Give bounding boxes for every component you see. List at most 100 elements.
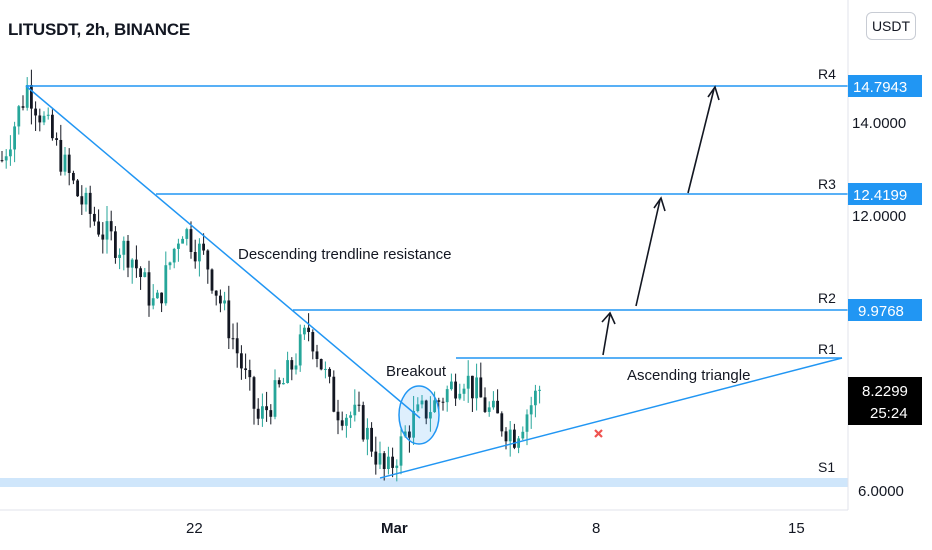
annotation-descending-trendline: Descending trendline resistance [238, 246, 451, 263]
candle-body [101, 234, 105, 240]
candle-body [21, 106, 25, 108]
candle-body [206, 250, 210, 270]
candle-body [67, 154, 71, 173]
candle-body [370, 427, 373, 452]
candle-body [538, 389, 541, 391]
candle-body [51, 114, 54, 139]
candle-body [261, 406, 264, 419]
y-tick-6: 6.0000 [858, 483, 904, 500]
candle-body [416, 404, 420, 412]
projection-arrow-2-head [653, 196, 666, 212]
bar-countdown: 25:24 [870, 405, 908, 422]
candle-body [202, 243, 205, 251]
candle-body [399, 436, 403, 466]
candle-body [168, 262, 172, 266]
candle-body [156, 292, 159, 299]
candle-body [382, 453, 386, 469]
candle-body [63, 154, 67, 172]
x-tick-mar: Mar [381, 520, 408, 537]
current-price-value: 8.2299 [862, 383, 908, 400]
candle-body [143, 272, 147, 278]
candle-body [282, 383, 285, 385]
candle-body [147, 272, 151, 306]
ascending-trendline [379, 357, 843, 479]
candle-body [219, 295, 222, 304]
candle-body [290, 360, 294, 370]
candle-body [529, 405, 533, 415]
candle-body [420, 400, 424, 405]
candle-body [248, 370, 252, 378]
candle-body [504, 431, 508, 442]
candle-body [445, 389, 449, 403]
candle-body [403, 431, 407, 437]
candle-body [353, 404, 357, 416]
candle-body [76, 180, 79, 197]
level-label-r1: R1 [818, 341, 836, 357]
candle-body [164, 265, 168, 304]
annotation-ascending-triangle: Ascending triangle [627, 367, 750, 384]
candle-body [160, 292, 163, 304]
candle-body [500, 413, 504, 432]
candle-body [198, 243, 201, 262]
candle-body [340, 420, 344, 426]
candle-body [433, 400, 436, 413]
candle-body [361, 405, 365, 440]
projection-arrow-3-head [707, 85, 720, 101]
x-tick-22: 22 [186, 520, 203, 537]
candle-body [55, 138, 58, 140]
candle-body [496, 400, 499, 414]
candle-body [336, 411, 340, 421]
annotation-breakout: Breakout [386, 363, 447, 380]
candle-body [391, 456, 394, 468]
support-zone [0, 478, 848, 487]
r3-price-tag [848, 183, 922, 205]
candle-body [13, 126, 16, 150]
candle-body [172, 248, 176, 263]
candle-body [42, 115, 46, 123]
candle-body [294, 365, 298, 370]
y-tick-14: 14.0000 [852, 115, 906, 132]
candle-body [9, 149, 12, 157]
candle-body [471, 375, 474, 399]
candle-body [240, 353, 243, 369]
candle-body [454, 381, 457, 399]
projection-arrow-1 [602, 313, 611, 356]
candle-body [273, 380, 277, 417]
candle-body [479, 377, 483, 398]
candle-body [508, 429, 512, 442]
candle-body [525, 414, 529, 432]
candle-body [25, 84, 29, 108]
candle-body [408, 431, 411, 438]
candle-body [4, 156, 8, 161]
currency-button[interactable]: USDT [866, 12, 916, 40]
candle-body [244, 368, 247, 371]
candle-body [30, 84, 33, 109]
candle-body [34, 108, 37, 116]
candle-body [269, 410, 273, 417]
candle-body [534, 390, 537, 406]
r4-price-tag [848, 75, 922, 97]
candle-body [231, 338, 235, 340]
descending-trendline [25, 85, 421, 419]
candle-body [93, 213, 96, 222]
candle-body [88, 192, 92, 214]
candle-body [252, 377, 256, 409]
candle-body [424, 400, 428, 419]
candle-body [185, 229, 189, 239]
candle-body [513, 429, 516, 448]
candle-body [324, 368, 327, 370]
candlestick-series [0, 69, 541, 482]
candle-body [307, 327, 310, 333]
current-price-tag [848, 377, 922, 425]
candle-body [311, 332, 315, 352]
candle-body [227, 300, 231, 339]
r2-price-tag [848, 299, 922, 321]
candle-body [0, 160, 4, 162]
candle-body [332, 376, 336, 412]
candle-body [395, 465, 399, 468]
candle-body [349, 415, 352, 418]
candle-body [366, 427, 369, 440]
candle-body [130, 259, 134, 268]
y-tick-12: 12.0000 [852, 208, 906, 225]
